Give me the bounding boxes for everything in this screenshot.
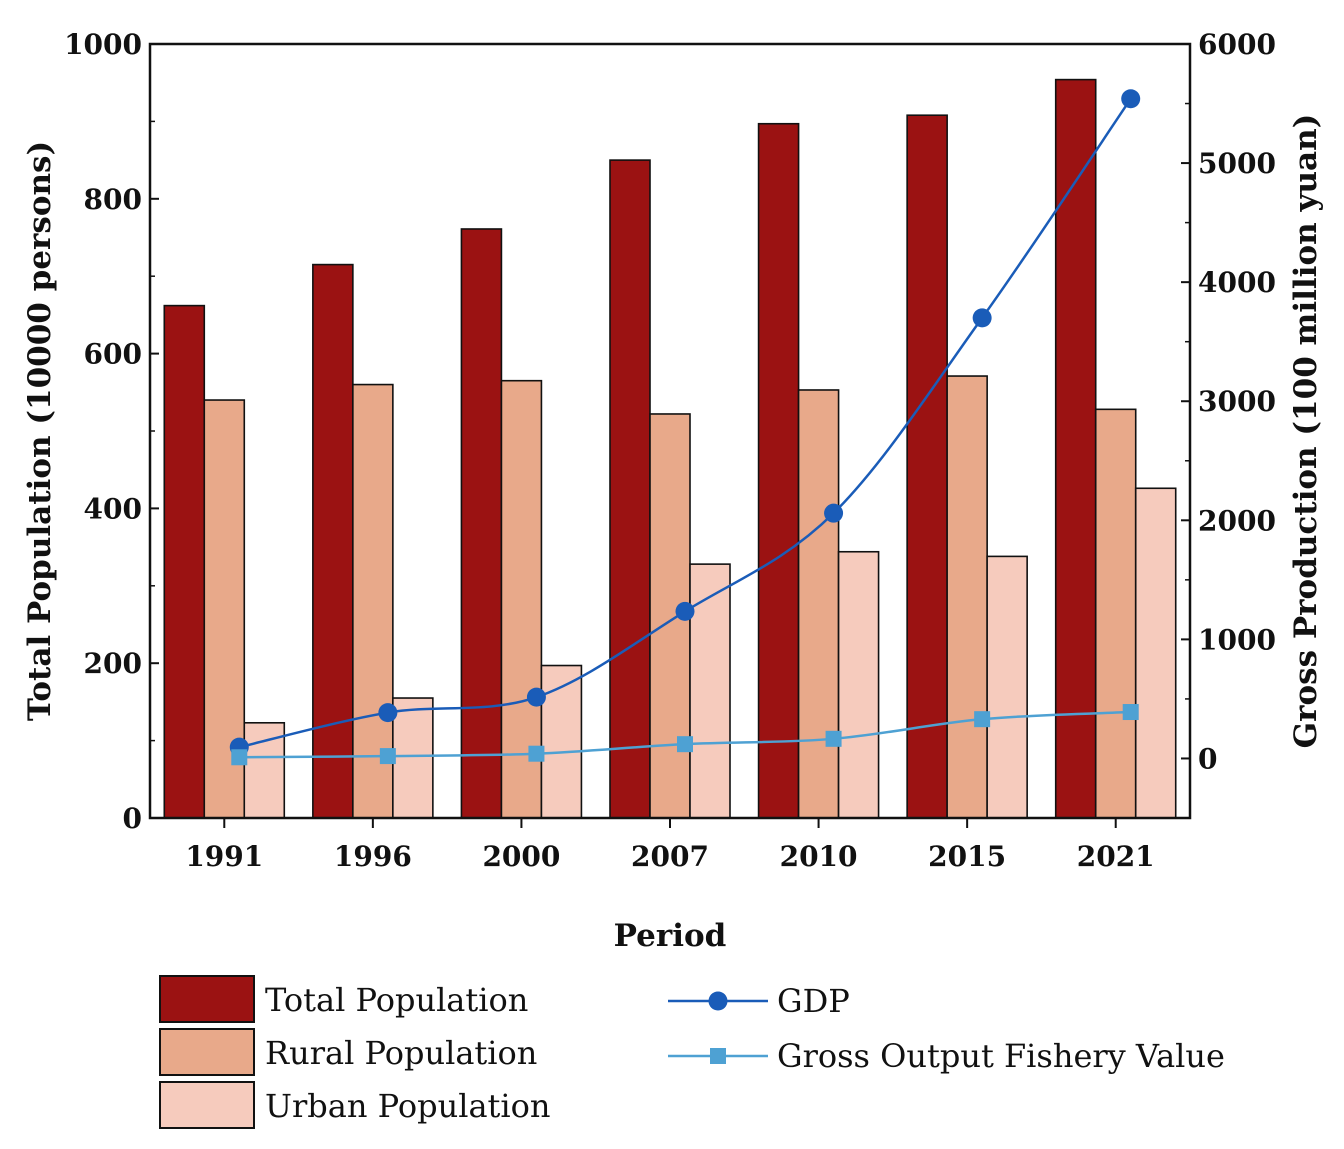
point-gdp-2010 xyxy=(824,503,844,523)
legend-swatch-rural-population xyxy=(159,1028,255,1076)
bar-urban-population-2007 xyxy=(689,563,731,819)
right-tick-label: 6000 xyxy=(1198,28,1276,61)
bars-layer xyxy=(163,78,1177,819)
point-gross-output-fishery-value-2007 xyxy=(677,736,693,753)
legend-label-urban-population: Urban Population xyxy=(265,1087,550,1125)
bar-rural-population-2010 xyxy=(797,389,840,819)
bar-urban-population-2021 xyxy=(1134,487,1177,819)
left-tick-label: 0 xyxy=(123,802,142,835)
right-axis-title: Gross Production (100 million yuan) xyxy=(1288,114,1324,749)
legend-label-rural-population: Rural Population xyxy=(265,1034,537,1072)
bar-rural-population-2015 xyxy=(946,375,988,819)
bar-rural-population-2021 xyxy=(1094,408,1137,819)
lines-layer xyxy=(229,89,1141,766)
right-tick-label: 4000 xyxy=(1198,266,1276,299)
bar-total-population-2010 xyxy=(757,122,800,819)
left-tick-label: 200 xyxy=(84,647,142,680)
bar-urban-population-2010 xyxy=(837,550,880,819)
bar-total-population-2000 xyxy=(460,228,503,819)
point-gross-output-fishery-value-1996 xyxy=(379,748,396,765)
bar-urban-population-2000 xyxy=(540,664,583,819)
point-gdp-2000 xyxy=(526,687,546,707)
point-gross-output-fishery-value-2021 xyxy=(1122,704,1139,721)
legend-swatch-urban-population xyxy=(159,1081,255,1129)
point-gross-output-fishery-value-2010 xyxy=(825,730,842,747)
left-tick-label: 400 xyxy=(84,492,142,525)
bar-total-population-1996 xyxy=(312,263,354,819)
x-tick-label: 2000 xyxy=(482,840,560,873)
point-gdp-2021 xyxy=(1121,89,1141,109)
legend: Total Population Rural Population Urban Po… xyxy=(159,975,1225,1129)
bar-urban-population-1996 xyxy=(392,697,434,819)
point-gross-output-fishery-value-1991 xyxy=(231,749,248,766)
legend-marker-gross-output-fishery-value xyxy=(710,1048,726,1064)
right-axis-ticks: 0 1000 2000 3000 4000 5000 6000 xyxy=(1181,28,1276,819)
x-tick-label: 2007 xyxy=(631,840,709,873)
left-tick-label: 1000 xyxy=(64,28,142,61)
left-tick-label: 600 xyxy=(84,338,142,371)
right-tick-label: 5000 xyxy=(1198,147,1276,180)
x-tick-label: 2015 xyxy=(928,840,1006,873)
legend-marker-gdp xyxy=(708,991,728,1011)
right-tick-label: 3000 xyxy=(1198,385,1276,418)
right-tick-label: 0 xyxy=(1198,742,1217,775)
bar-total-population-2015 xyxy=(906,114,948,819)
legend-label-total-population: Total Population xyxy=(265,981,528,1019)
point-gdp-2007 xyxy=(675,601,695,621)
legend-label-gross-output-fishery-value: Gross Output Fishery Value xyxy=(777,1037,1225,1075)
legend-swatch-total-population xyxy=(159,975,255,1023)
point-gross-output-fishery-value-2000 xyxy=(528,745,545,762)
bar-urban-population-2015 xyxy=(986,555,1028,819)
right-tick-label: 2000 xyxy=(1198,504,1276,537)
left-axis-title: Total Population (10000 persons) xyxy=(22,141,58,721)
bar-total-population-2007 xyxy=(609,159,651,819)
point-gdp-2015 xyxy=(972,308,992,328)
x-tick-label: 2010 xyxy=(780,840,858,873)
legend-label-gdp: GDP xyxy=(777,982,850,1020)
x-tick-label: 1991 xyxy=(185,840,263,873)
x-axis-title: Period xyxy=(614,918,727,954)
bar-rural-population-2000 xyxy=(500,379,543,819)
x-tick-label: 2021 xyxy=(1077,840,1155,873)
left-axis-ticks: 0 200 400 600 800 1000 xyxy=(64,28,159,835)
bar-total-population-1991 xyxy=(163,304,206,819)
x-axis-ticks: 1991 1996 2000 2007 2010 2015 2021 xyxy=(185,818,1155,873)
x-tick-label: 1996 xyxy=(334,840,412,873)
bar-rural-population-1996 xyxy=(352,383,394,819)
point-gross-output-fishery-value-2015 xyxy=(974,711,991,728)
point-gdp-1996 xyxy=(378,703,398,723)
right-tick-label: 1000 xyxy=(1198,623,1276,656)
left-tick-label: 800 xyxy=(84,183,142,216)
bar-total-population-2021 xyxy=(1054,78,1097,819)
